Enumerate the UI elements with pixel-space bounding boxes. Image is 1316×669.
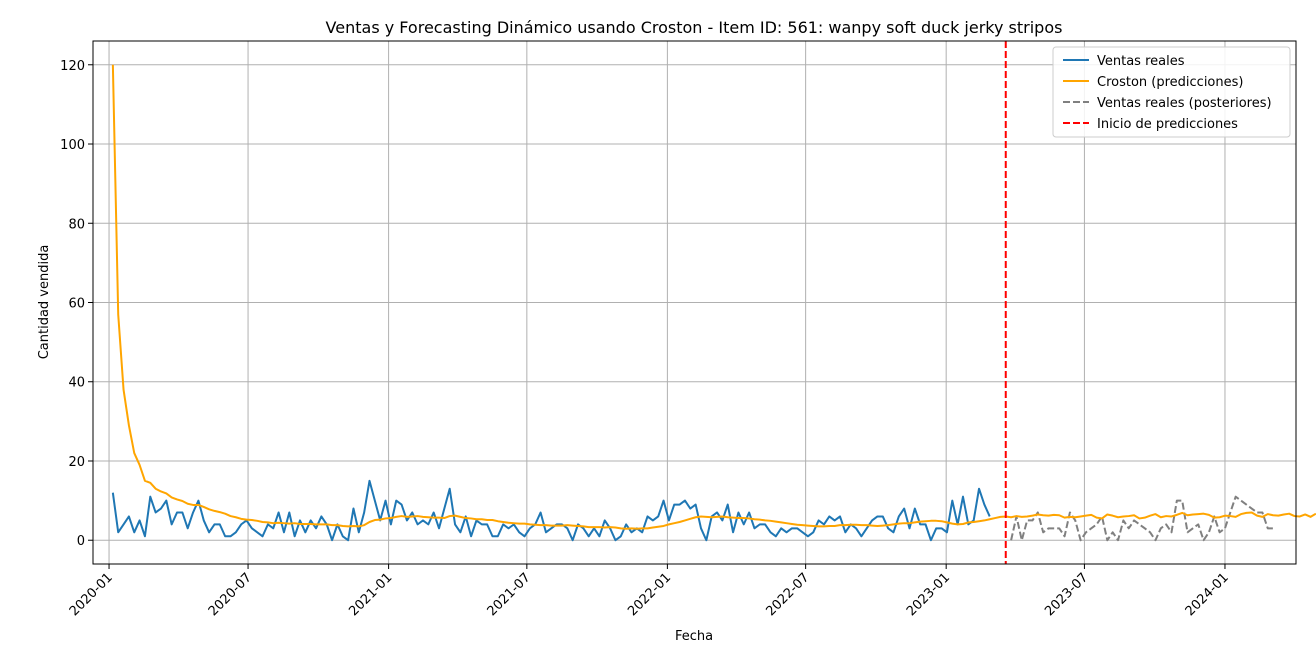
- y-tick-label: 40: [68, 376, 85, 391]
- y-tick-label: 120: [60, 59, 85, 74]
- y-tick-label: 0: [77, 534, 85, 549]
- legend-label-ventas-posteriores: Ventas reales (posteriores): [1097, 96, 1272, 111]
- y-tick-label: 100: [60, 138, 85, 153]
- legend-label-inicio-predicciones: Inicio de predicciones: [1097, 117, 1238, 132]
- y-axis-label: Cantidad vendida: [37, 245, 52, 360]
- y-tick-label: 60: [68, 297, 85, 312]
- x-axis-label: Fecha: [675, 629, 713, 644]
- series-line-ventas-reales: [111, 479, 991, 542]
- legend: Ventas reales Croston (predicciones) Ven…: [1052, 46, 1291, 138]
- chart-title: Ventas y Forecasting Dinámico usando Cro…: [326, 18, 1063, 37]
- series-line-croston-predicciones: [111, 64, 1316, 530]
- plot-series: [111, 41, 1316, 564]
- legend-label-ventas-reales: Ventas reales: [1097, 54, 1185, 69]
- legend-box: [1052, 46, 1291, 138]
- legend-label-croston: Croston (predicciones): [1097, 75, 1243, 90]
- y-tick-label: 80: [68, 217, 85, 232]
- y-tick-label: 20: [68, 455, 85, 470]
